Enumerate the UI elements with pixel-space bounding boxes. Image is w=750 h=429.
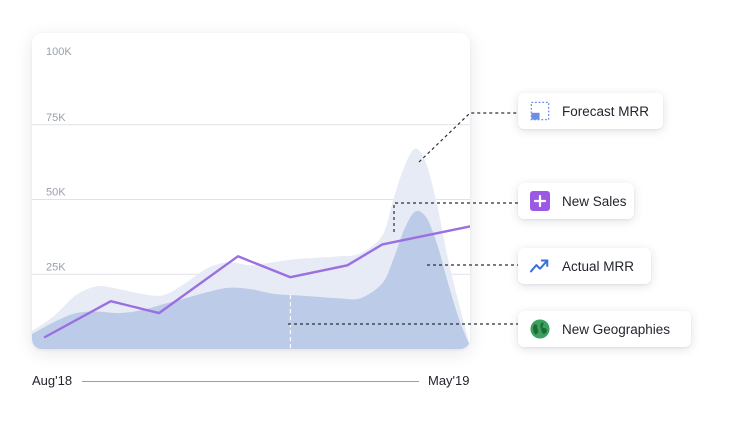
x-axis-end-label: May'19 [428, 373, 470, 388]
actual-mrr-label: Actual MRR [562, 258, 635, 274]
forecast-mrr-label: Forecast MRR [562, 103, 650, 119]
new-sales-line [43, 225, 470, 339]
y-tick-label-50k: 50K [46, 187, 66, 199]
actual-mrr-area [32, 210, 470, 349]
forecast-mrr-callout: Forecast MRR [518, 93, 663, 129]
chart-card: 100K 75K 50K 25K [32, 33, 470, 349]
new-geographies-label: New Geographies [562, 321, 671, 337]
chart-plot: 100K 75K 50K 25K [32, 46, 470, 349]
new-sales-callout: New Sales [518, 183, 634, 219]
actual-mrr-callout: Actual MRR [518, 248, 651, 284]
y-tick-label-25k: 25K [46, 261, 66, 273]
x-axis-line [82, 381, 419, 382]
y-tick-label-75k: 75K [46, 112, 66, 124]
plus-square-icon [530, 191, 550, 211]
x-axis-start-label: Aug'18 [32, 373, 73, 388]
dashed-square-icon [530, 101, 550, 121]
new-geographies-callout: New Geographies [518, 311, 691, 347]
trending-up-icon [530, 256, 550, 276]
new-sales-label: New Sales [562, 193, 627, 209]
y-tick-label-100k: 100K [46, 46, 72, 58]
globe-icon [530, 319, 550, 339]
